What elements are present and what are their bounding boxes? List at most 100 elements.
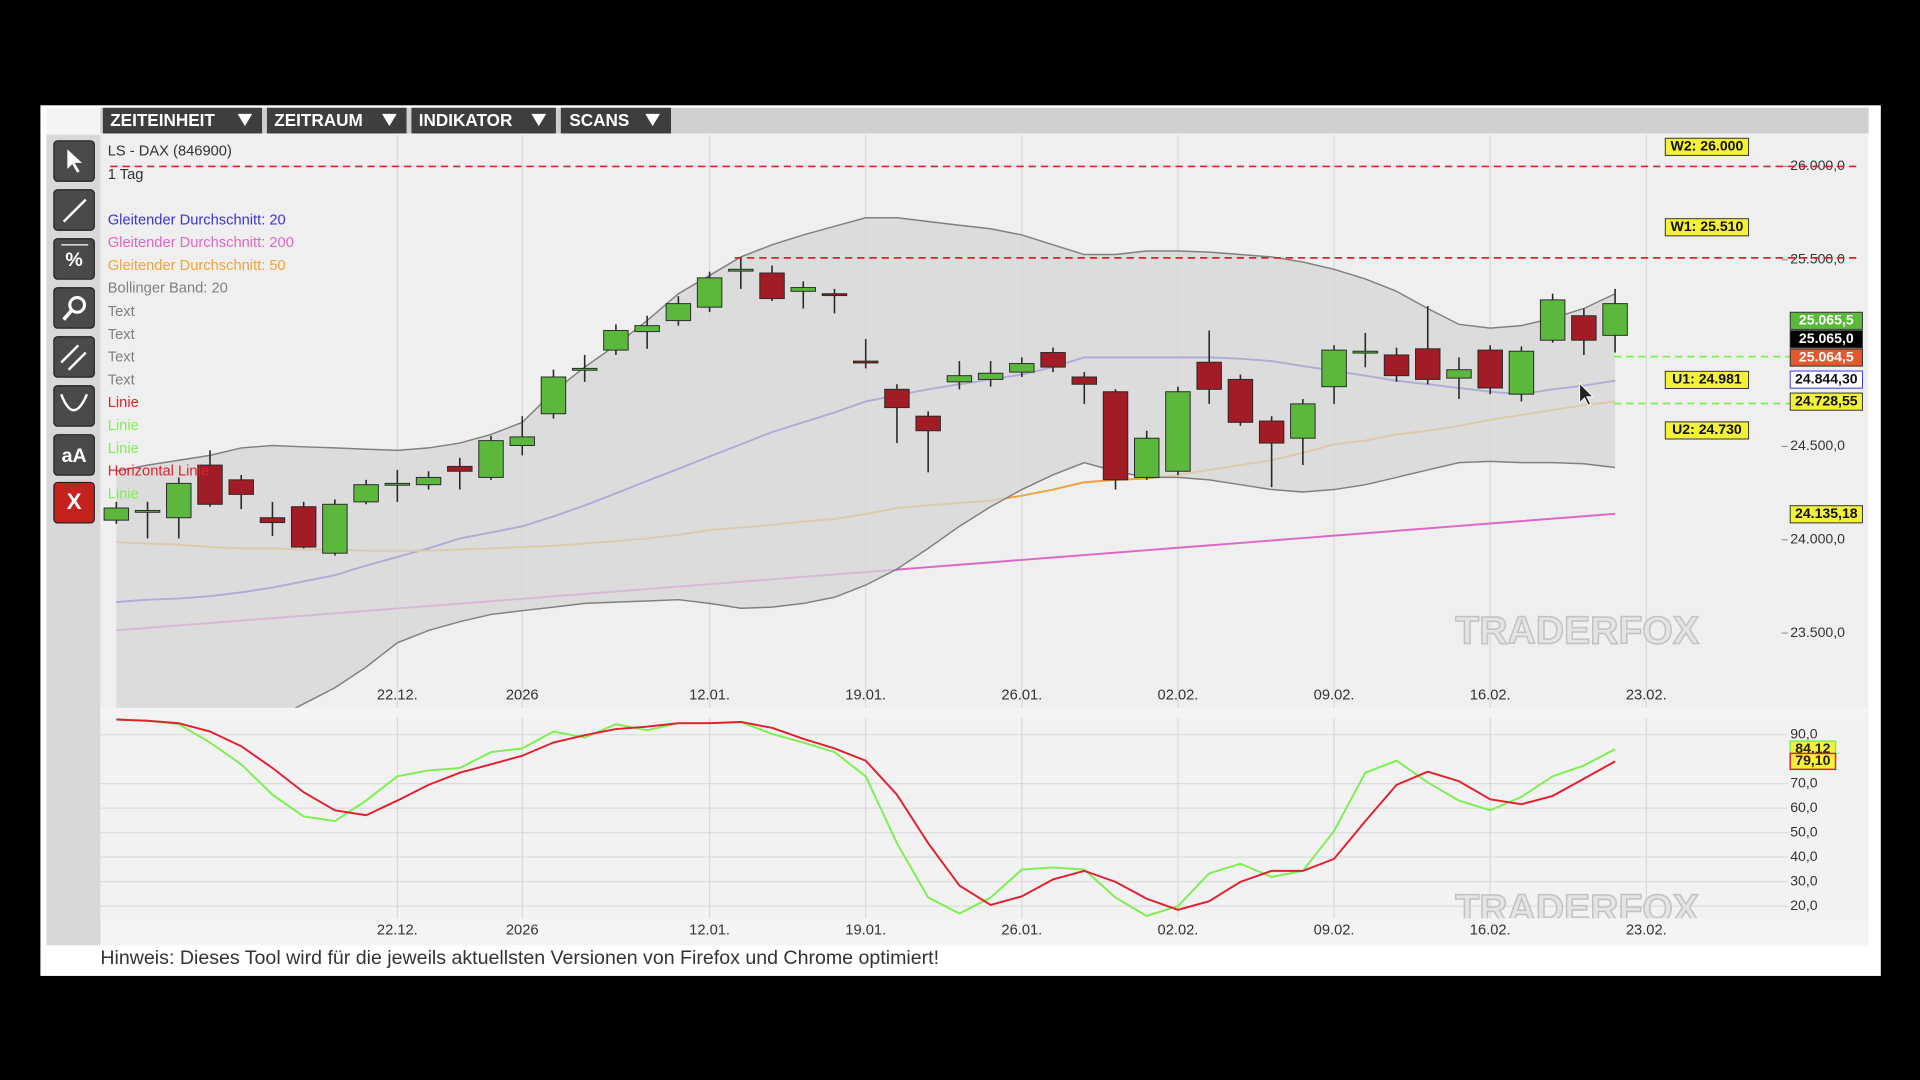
tool-text[interactable]: aA (53, 434, 95, 476)
candle-body (478, 440, 504, 478)
legend-entry: Linie (108, 395, 139, 411)
legend-entry: Gleitender Durchschnitt: 20 (108, 212, 286, 228)
price-label-box (1789, 330, 1863, 349)
level-label: W1: 25.510 (1671, 218, 1744, 234)
y-tick-label: 40,0 (1790, 848, 1818, 864)
level-label: U2: 24.730 (1672, 421, 1742, 437)
candle-body (1102, 391, 1129, 481)
candle-body (1321, 349, 1347, 388)
x-tick-label: 26.01. (1001, 922, 1042, 938)
tool-zoom[interactable] (53, 287, 95, 329)
x-tick-label: 19.01. (845, 922, 886, 938)
candle-body (1165, 391, 1191, 472)
y-tick-label: 24.500,0 (1790, 437, 1845, 453)
price-label: 25.064,5 (1799, 348, 1854, 364)
legend-entry: Gleitender Durchschnitt: 200 (108, 235, 294, 251)
tool-label[interactable]: aA (62, 445, 87, 467)
candle-body (166, 482, 192, 519)
y-tick-label: 24.000,0 (1790, 530, 1845, 546)
menu-scans[interactable]: SCANS (560, 107, 672, 134)
candle-body (1571, 315, 1597, 341)
bollinger-lower (294, 460, 1616, 708)
candle-body (603, 330, 629, 351)
candle-body (259, 517, 286, 524)
value-badge-box (1789, 752, 1837, 771)
candle-body (665, 303, 692, 322)
candle-body (1602, 303, 1628, 336)
candle-body (759, 272, 785, 300)
candle-body (1040, 352, 1066, 368)
candle-body (728, 268, 754, 272)
level-label-box (1664, 218, 1750, 237)
y-tick-label: 70,0 (1790, 774, 1818, 790)
candle-body (1539, 299, 1566, 341)
tool-curve[interactable] (53, 385, 95, 427)
level-label-box (1664, 137, 1750, 156)
oscillator-line (116, 718, 1616, 911)
x-tick-label: 23.02. (1626, 687, 1667, 703)
candle-body (634, 325, 660, 333)
level-label-box (1664, 421, 1750, 440)
candle-body (103, 507, 130, 521)
tool-delete[interactable]: X (53, 481, 95, 524)
candle-body (1415, 348, 1441, 380)
tool-label[interactable]: % (65, 249, 82, 271)
candle-body (1477, 349, 1503, 389)
x-tick-label: 22.12. (377, 687, 418, 703)
price-label-box (1789, 370, 1863, 389)
x-tick-label: 12.01. (689, 687, 730, 703)
candle-body (134, 509, 161, 513)
menu-indikator[interactable]: INDIKATOR (411, 107, 556, 134)
x-tick-label: 02.02. (1158, 687, 1199, 703)
menu-label[interactable]: ZEITRAUM (274, 110, 362, 130)
price-label: 24.135,18 (1795, 505, 1858, 521)
tool-pointer[interactable] (53, 140, 95, 182)
candle-body (384, 482, 411, 486)
candle-body (197, 464, 223, 505)
x-tick-label: 19.01. (845, 687, 886, 703)
x-tick-label: 09.02. (1314, 687, 1355, 703)
menu-zeiteinheit[interactable]: ZEITEINHEIT (102, 107, 263, 134)
candle-body (290, 506, 317, 548)
candle-body (821, 293, 848, 297)
price-label-box (1789, 505, 1863, 524)
watermark: TRADERFOX (1455, 609, 1699, 652)
menu-zeitraum[interactable]: ZEITRAUM (266, 107, 407, 134)
legend-entry: Bollinger Band: 20 (108, 281, 228, 297)
tool-percent[interactable]: % (53, 238, 95, 280)
candle-body (790, 287, 816, 292)
price-label: 24.728,55 (1795, 392, 1858, 408)
level-label: U1: 24.981 (1672, 371, 1742, 387)
price-label-box (1789, 392, 1863, 411)
menu-label[interactable]: INDIKATOR (419, 110, 513, 130)
x-tick-label: 22.12. (377, 922, 418, 938)
price-label: 25.065,0 (1799, 330, 1854, 346)
legend-entry: Linie (108, 486, 139, 502)
candle-body (1508, 350, 1535, 395)
candle-body (1290, 403, 1316, 439)
value-badge: 79,10 (1795, 752, 1830, 768)
tool-parallel[interactable] (53, 336, 95, 378)
candle-body (540, 376, 567, 415)
x-tick-label: 02.02. (1158, 922, 1199, 938)
tool-label[interactable]: X (67, 489, 82, 514)
candle-body (415, 476, 442, 486)
y-tick-label: 30,0 (1790, 872, 1818, 888)
candle-body (946, 375, 973, 383)
oscillator-line (116, 718, 1616, 917)
menu-label[interactable]: ZEITEINHEIT (110, 110, 215, 130)
candle-body (1134, 437, 1160, 478)
x-tick-label: 23.02. (1626, 922, 1667, 938)
candle-body (228, 479, 254, 495)
candle-body (1258, 420, 1285, 444)
bollinger-upper (116, 217, 1616, 472)
chart-title: LS - DAX (846900) (108, 144, 232, 160)
x-tick-label: 16.02. (1470, 922, 1511, 938)
tool-line[interactable] (53, 189, 95, 231)
menu-label[interactable]: SCANS (569, 110, 629, 130)
candle-body (322, 503, 348, 554)
price-label: 24.844,30 (1795, 370, 1858, 386)
x-tick-label: 26.01. (1001, 687, 1042, 703)
plot-area (103, 217, 1628, 708)
